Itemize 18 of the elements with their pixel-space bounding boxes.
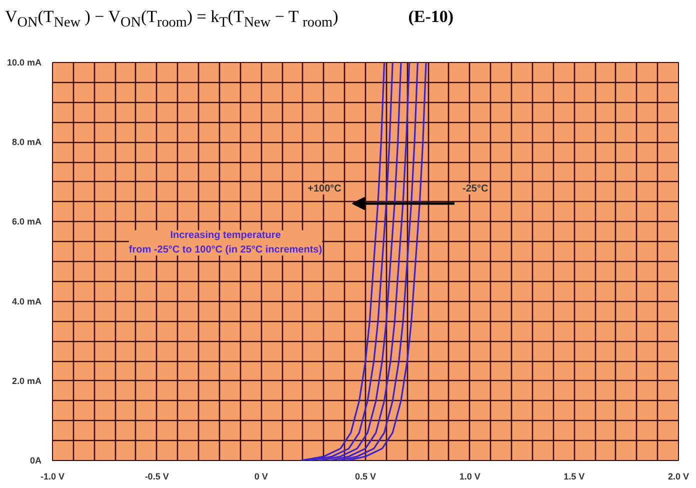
chart-title: V$_{ON}$(T$_{New}$ ) − V$_{ON}$(T$_{room}$) = k$_{T}$(T$_{New}$ − T $_{room}$) [5, 7, 338, 30]
x-tick-label: 0.5 V [354, 472, 376, 482]
x-tick-label: -0.5 V [144, 472, 169, 482]
chart-subtitle: (E-10) [408, 7, 454, 26]
annotation: -25°C [462, 184, 488, 194]
annotation: Increasing temperature from -25°C to 100°C (in 25°C increments) [128, 230, 322, 256]
y-tick-label: 8.0 mA [12, 137, 42, 148]
x-tick-label: 0 V [254, 472, 268, 482]
x-tick-label: 2.0 V [668, 472, 690, 482]
annotation: +100°C [308, 184, 342, 194]
x-tick-label: -1.0 V [40, 472, 65, 482]
y-tick-label: 10.0 mA [6, 58, 42, 68]
x-tick-label: 1.5 V [564, 472, 585, 482]
y-tick-label: 2.0 mA [12, 376, 42, 386]
y-tick-label: 0A [30, 456, 42, 466]
x-tick-label: 1.0 V [459, 472, 480, 482]
y-tick-label: 4.0 mA [12, 296, 42, 306]
y-tick-label: 6.0 mA [12, 216, 42, 227]
